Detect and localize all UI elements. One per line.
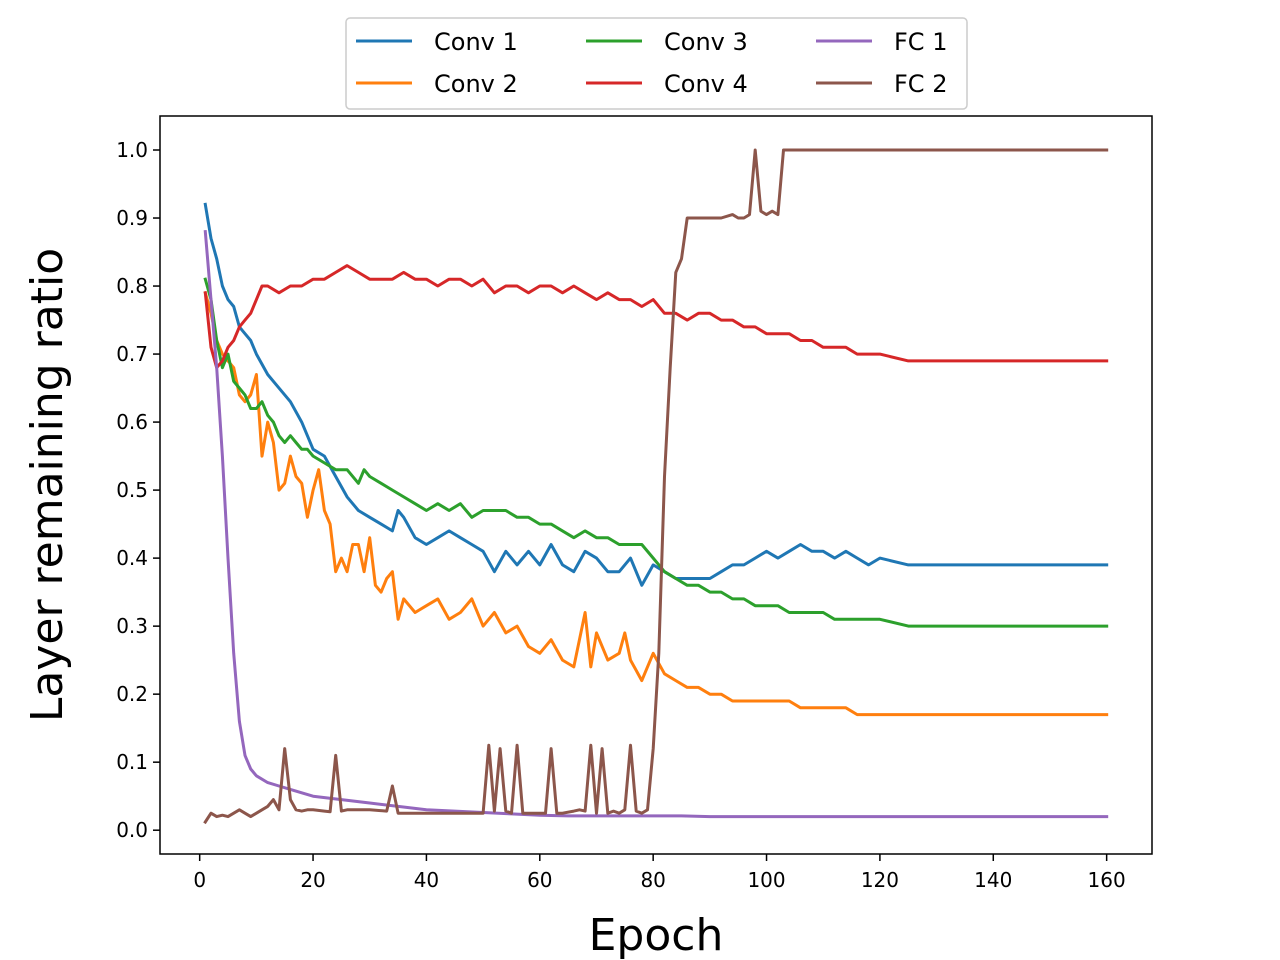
x-tick-label: 0 — [193, 868, 206, 892]
y-tick-label: 0.4 — [116, 546, 148, 570]
y-tick-label: 0.3 — [116, 614, 148, 638]
legend-label-2: Conv 3 — [664, 28, 748, 56]
x-tick-label: 160 — [1088, 868, 1126, 892]
x-tick-label: 40 — [414, 868, 439, 892]
series-line-3 — [203, 264, 1109, 370]
x-tick-label: 120 — [861, 868, 899, 892]
y-tick-label: 0.2 — [116, 682, 148, 706]
legend-label-4: FC 1 — [894, 28, 947, 56]
x-tick-label: 100 — [747, 868, 785, 892]
y-tick-label: 0.7 — [116, 342, 148, 366]
legend-label-5: FC 2 — [894, 70, 947, 98]
series-line-1 — [203, 290, 1109, 717]
series-line-5 — [203, 148, 1109, 825]
x-axis-title: Epoch — [589, 910, 724, 960]
x-tick-label: 140 — [974, 868, 1012, 892]
y-tick-label: 0.8 — [116, 274, 148, 298]
x-tick-label: 80 — [640, 868, 665, 892]
y-tick-label: 0.6 — [116, 410, 148, 434]
plot-frame — [159, 115, 1153, 855]
series-line-0 — [203, 202, 1109, 587]
legend-box — [345, 17, 968, 110]
legend-label-0: Conv 1 — [434, 28, 518, 56]
series-line-2 — [203, 277, 1109, 628]
x-tick-label: 60 — [527, 868, 552, 892]
legend-label-3: Conv 4 — [664, 70, 748, 98]
y-tick-label: 0.0 — [116, 818, 148, 842]
y-axis-title: Layer remaining ratio — [22, 248, 73, 722]
x-axis: 0 20 40 60 80 100 120 140 160 — [193, 854, 1126, 892]
x-tick-label: 20 — [300, 868, 325, 892]
series-layer — [203, 148, 1109, 825]
legend: Conv 1 Conv 2 Conv 3 Conv 4 FC 1 FC 2 — [345, 17, 968, 110]
y-tick-label: 0.5 — [116, 478, 148, 502]
y-tick-label: 0.9 — [116, 206, 148, 230]
series-line-4 — [203, 229, 1109, 819]
y-axis: 0.0 0.1 0.2 0.3 0.4 0.5 0.6 0.7 0.8 0.9 1.0 — [116, 138, 160, 842]
y-tick-label: 1.0 — [116, 138, 148, 162]
y-tick-label: 0.1 — [116, 750, 148, 774]
legend-label-1: Conv 2 — [434, 70, 518, 98]
